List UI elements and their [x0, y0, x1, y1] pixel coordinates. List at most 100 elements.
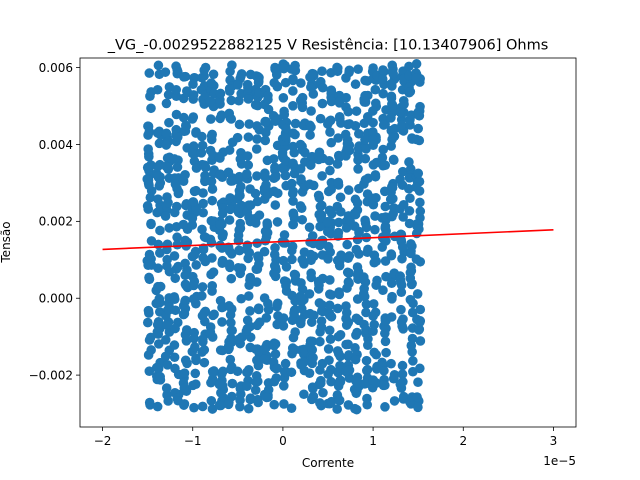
scatter-point [397, 253, 407, 264]
scatter-point [160, 335, 171, 345]
scatter-point [269, 340, 279, 351]
scatter-point [398, 391, 409, 402]
scatter-point [252, 196, 263, 207]
scatter-point [245, 393, 256, 403]
scatter-point [261, 180, 271, 190]
scatter-point [389, 123, 400, 134]
scatter-point [254, 259, 264, 269]
scatter-point [179, 383, 190, 393]
scatter-point [178, 309, 189, 320]
scatter-point [387, 182, 398, 193]
scatter-point [387, 294, 397, 304]
scatter-point [299, 147, 310, 158]
scatter-point [253, 303, 264, 313]
scatter-point [318, 82, 328, 93]
scatter-point [404, 61, 414, 72]
scatter-point [198, 334, 208, 344]
scatter-point [326, 177, 337, 188]
scatter-point [281, 131, 291, 142]
scatter-point [378, 65, 388, 75]
scatter-point [397, 321, 407, 332]
scatter-point [334, 395, 345, 405]
scatter-point [378, 88, 388, 99]
scatter-point [152, 128, 163, 138]
scatter-point [326, 396, 337, 407]
scatter-point [188, 294, 199, 304]
scatter-point [341, 307, 352, 318]
scatter-point [251, 218, 261, 228]
scatter-point [188, 141, 199, 151]
scatter-point [307, 352, 318, 363]
scatter-point [252, 320, 263, 331]
scatter-point [145, 91, 155, 101]
scatter-point [326, 376, 336, 387]
scatter-point [269, 268, 279, 279]
scatter-point [272, 188, 283, 199]
scatter-point [295, 291, 306, 302]
scatter-point [288, 186, 299, 197]
scatter-point [259, 246, 270, 257]
scatter-point [324, 355, 334, 366]
scatter-point [386, 141, 396, 151]
scatter-point [272, 298, 283, 309]
scatter-point [235, 181, 246, 192]
scatter-point [170, 273, 181, 284]
scatter-point [253, 397, 263, 408]
scatter-point [197, 131, 207, 142]
scatter-point [343, 253, 353, 264]
scatter-point [155, 281, 166, 292]
scatter-point [225, 354, 236, 365]
scatter-point [344, 145, 355, 156]
scatter-point [287, 178, 297, 189]
scatter-point [243, 291, 254, 301]
scatter-point [261, 392, 272, 403]
scatter-point [343, 106, 354, 117]
scatter-point [223, 167, 234, 178]
scatter-point [324, 116, 335, 126]
scatter-point [236, 293, 247, 304]
scatter-point [281, 280, 291, 291]
scatter-point [153, 194, 163, 204]
scatter-point [386, 250, 397, 261]
scatter-point [370, 84, 381, 95]
scatter-point [215, 88, 226, 99]
scatter-point [381, 271, 391, 282]
scatter-point [269, 77, 280, 88]
scatter-point [178, 219, 189, 230]
scatter-point [306, 122, 316, 132]
x-axis: −2 −1 0 1 2 3 [94, 427, 558, 448]
scatter-point [144, 335, 155, 345]
scatter-point [207, 404, 218, 414]
y-tick-label: −0.002 [29, 368, 73, 382]
scatter-point [235, 154, 246, 164]
scatter-point [172, 162, 183, 172]
scatter-point [288, 141, 298, 152]
scatter-point [145, 400, 155, 410]
scatter-point [215, 345, 226, 355]
scatter-point [196, 148, 207, 158]
scatter-point [395, 107, 406, 118]
scatter-point [316, 200, 327, 211]
scatter-point [324, 155, 335, 166]
scatter-point [189, 250, 200, 260]
scatter-point [380, 336, 391, 347]
scatter-point [315, 336, 325, 347]
scatter-point [172, 132, 183, 142]
scatter-point [414, 110, 424, 121]
scatter-point [361, 222, 372, 233]
scatter-point [153, 161, 163, 172]
x-tick-label: 3 [550, 434, 558, 448]
scatter-point [381, 347, 391, 358]
scatter-point [323, 344, 334, 354]
scatter-point [306, 106, 316, 116]
scatter-point [296, 174, 306, 184]
scatter-point [344, 67, 354, 78]
scatter-point [352, 198, 363, 208]
x-tick-label: 1 [369, 434, 377, 448]
plot-area [102, 59, 554, 415]
scatter-point [307, 336, 318, 347]
scatter-point [208, 69, 219, 80]
scatter-point [161, 140, 172, 150]
scatter-point [397, 360, 408, 371]
